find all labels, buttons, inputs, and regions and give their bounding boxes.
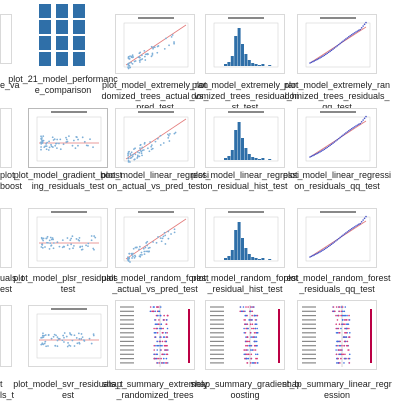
thumbnail-rf-actual-vs-pred[interactable]	[115, 208, 195, 268]
bar-cell	[56, 36, 68, 50]
file-label-11[interactable]: plot_model_random_forest_residuals_qq_te…	[283, 273, 391, 294]
file-label-13[interactable]: shap_summary_extremely_randomized_trees	[102, 379, 208, 400]
label-partial-left-r4a: t	[0, 379, 3, 389]
file-label-2[interactable]: plot_model_extremely_randomized_trees_re…	[191, 80, 299, 112]
thumbnail-partial-left-r3[interactable]	[0, 208, 12, 268]
bar-grid-icon	[39, 4, 85, 66]
thumbnail-lr-residual-hist[interactable]	[205, 108, 285, 168]
bar-cell	[73, 4, 85, 18]
thumbnail-partial-left-r2[interactable]	[0, 108, 12, 168]
thumbnail-plot-21[interactable]	[33, 0, 93, 70]
label-partial-left-r3a: uals_t	[0, 273, 25, 283]
thumbnail-svr-residuals[interactable]	[28, 305, 108, 367]
bar-cell	[73, 20, 85, 34]
label-partial-left-r1: e_va	[0, 80, 20, 90]
file-label-10[interactable]: plot_model_random_forest_residual_hist_t…	[191, 273, 299, 294]
thumbnail-rf-residual-hist[interactable]	[205, 208, 285, 268]
file-label-14[interactable]: shap_summary_gradient_boosting	[190, 379, 300, 400]
bar-cell	[56, 20, 68, 34]
thumbnail-rf-qq[interactable]	[297, 208, 377, 268]
bar-cell	[56, 4, 68, 18]
thumbnail-shap-gb[interactable]	[205, 300, 285, 370]
bar-cell	[73, 36, 85, 50]
file-label-1[interactable]: plot_model_extremely_randomized_trees_ac…	[101, 80, 209, 112]
thumbnail-partial-left-r4[interactable]	[0, 305, 12, 367]
thumbnail-et-residual-hist[interactable]	[205, 14, 285, 74]
file-label-9[interactable]: plot_model_random_forest_actual_vs_pred_…	[101, 273, 209, 294]
bar-cell	[39, 52, 51, 66]
thumbnail-et-actual-vs-pred[interactable]	[115, 14, 195, 74]
thumbnail-lr-actual-vs-pred[interactable]	[115, 108, 195, 168]
file-label-0[interactable]: plot_21_model_performance_comparison	[8, 74, 118, 95]
file-label-4[interactable]: plot_model_gradient_boosting_residuals_t…	[13, 170, 123, 191]
thumbnail-gb-residuals[interactable]	[28, 108, 108, 168]
file-label-12[interactable]: plot_model_svr_residuals_test	[13, 379, 123, 400]
label-partial-left-r2b: boost	[0, 181, 23, 191]
label-partial-left-r4b: ls_t	[0, 390, 15, 400]
label-partial-left-r3b: est	[0, 284, 13, 294]
thumbnail-lr-qq[interactable]	[297, 108, 377, 168]
thumbnail-shap-et[interactable]	[115, 300, 195, 370]
thumbnail-partial-left-r1[interactable]	[0, 14, 12, 64]
file-label-15[interactable]: shap_summary_linear_regression	[282, 379, 392, 400]
bar-cell	[39, 36, 51, 50]
label-partial-left-r2a: plot_	[0, 170, 20, 180]
bar-cell	[56, 52, 68, 66]
bar-cell	[39, 20, 51, 34]
file-label-7[interactable]: plot_model_linear_regression_residuals_q…	[282, 170, 392, 191]
bar-cell	[73, 52, 85, 66]
bar-cell	[39, 4, 51, 18]
thumbnail-et-qq[interactable]	[297, 14, 377, 74]
file-label-8[interactable]: plot_model_plsr_residuals_test	[13, 273, 123, 294]
thumbnail-shap-lr[interactable]	[297, 300, 377, 370]
file-label-6[interactable]: plot_model_linear_regression_residual_hi…	[190, 170, 300, 191]
file-label-3[interactable]: plot_model_extremely_randomized_trees_re…	[283, 80, 391, 112]
file-label-5[interactable]: plot_model_linear_regression_actual_vs_p…	[100, 170, 210, 191]
thumbnail-plsr-residuals[interactable]	[28, 208, 108, 268]
